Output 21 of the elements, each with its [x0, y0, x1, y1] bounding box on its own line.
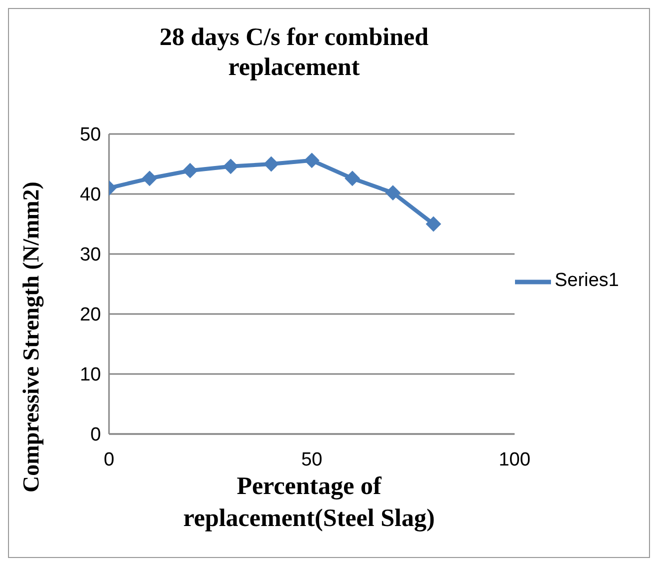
- y-tick-label: 0: [90, 424, 101, 446]
- x-tick-label: 0: [104, 449, 114, 470]
- point: [142, 170, 158, 186]
- x-tick-label: 100: [498, 449, 530, 470]
- point: [344, 170, 360, 186]
- point: [385, 185, 400, 200]
- x-tick-label: 50: [301, 449, 322, 470]
- point: [264, 156, 279, 172]
- y-tick-label: 10: [80, 364, 101, 386]
- x-axis-title: Percentage of replacement(Steel Slag): [182, 472, 436, 534]
- point: [182, 163, 198, 178]
- y-tick-label: 20: [80, 304, 101, 326]
- legend-label: Series1: [554, 270, 619, 291]
- point: [223, 158, 238, 174]
- chart-title: 28 days C/s for combined replacement: [159, 23, 429, 83]
- y-tick-label: 50: [80, 124, 101, 146]
- point: [304, 152, 320, 168]
- y-tick-label: 40: [80, 184, 101, 206]
- y-axis-title: Compressive Strength (N/mm2): [18, 182, 44, 492]
- point: [426, 216, 441, 232]
- y-tick-label: 30: [80, 244, 101, 266]
